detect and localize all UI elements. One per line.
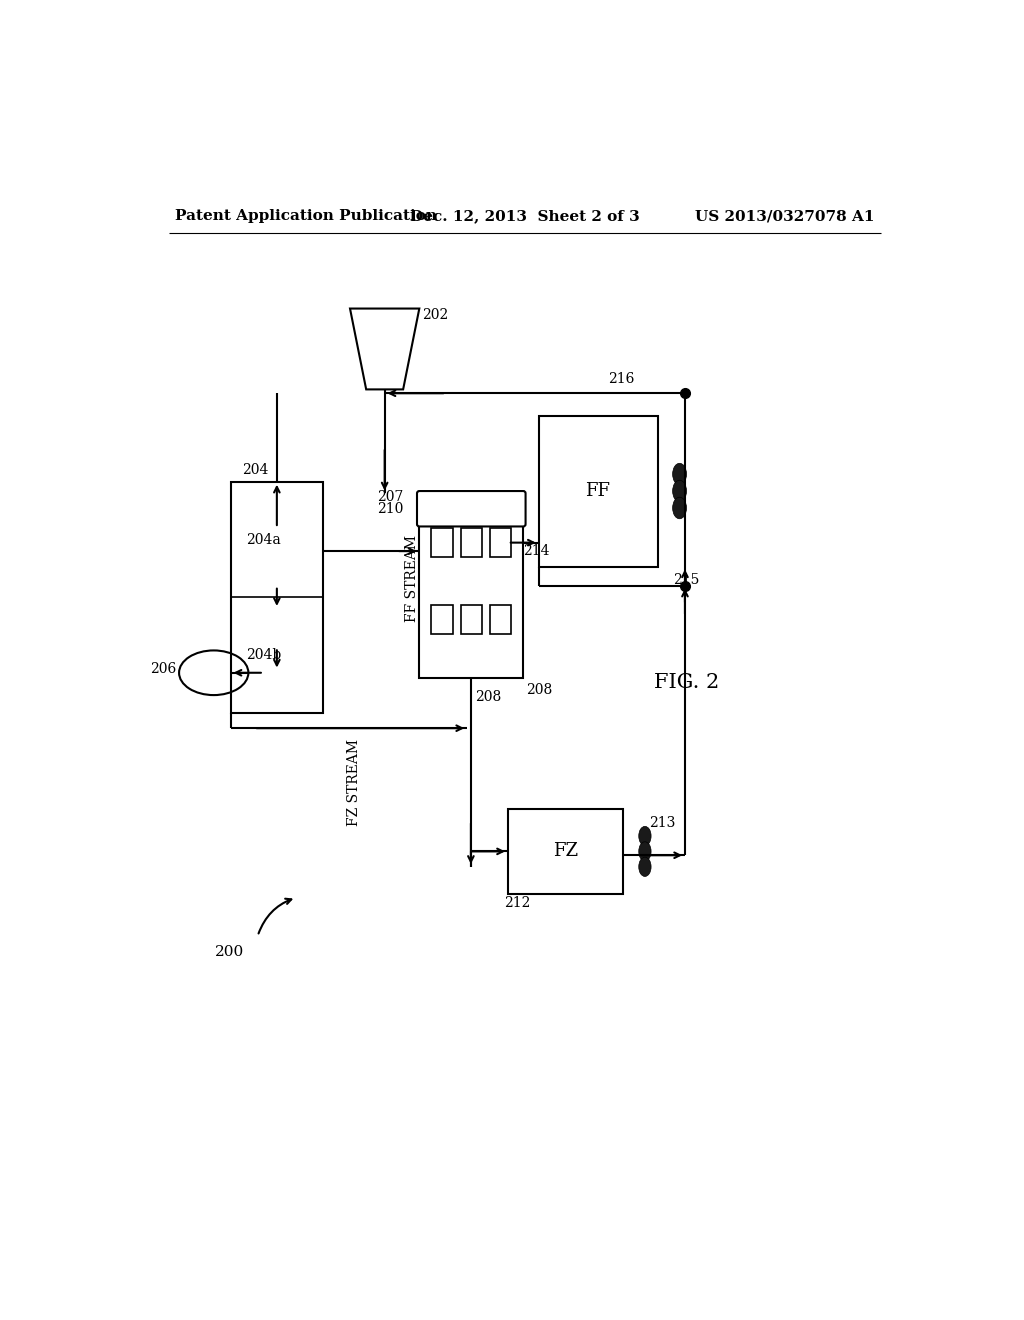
Ellipse shape — [673, 463, 686, 484]
Text: 208: 208 — [526, 682, 553, 697]
Text: FF: FF — [586, 482, 610, 500]
Text: FZ STREAM: FZ STREAM — [347, 739, 360, 825]
Bar — [431, 528, 453, 557]
Text: 200: 200 — [215, 945, 245, 958]
Text: FF STREAM: FF STREAM — [404, 535, 419, 622]
Bar — [508, 809, 624, 894]
Ellipse shape — [639, 857, 651, 876]
Ellipse shape — [639, 826, 651, 846]
Ellipse shape — [673, 498, 686, 519]
Bar — [539, 416, 658, 566]
Bar — [489, 605, 511, 635]
Text: 206: 206 — [150, 661, 176, 676]
Text: 204a: 204a — [246, 532, 281, 546]
Text: 208: 208 — [475, 690, 502, 705]
Text: 216: 216 — [608, 372, 634, 387]
Text: Dec. 12, 2013  Sheet 2 of 3: Dec. 12, 2013 Sheet 2 of 3 — [410, 209, 640, 223]
Ellipse shape — [673, 480, 686, 502]
Text: 207: 207 — [377, 490, 403, 504]
Text: 215: 215 — [674, 573, 699, 587]
Text: 212: 212 — [504, 896, 530, 909]
Text: 202: 202 — [422, 308, 449, 322]
Text: 214: 214 — [523, 544, 550, 558]
Bar — [489, 528, 511, 557]
Text: 210: 210 — [377, 502, 403, 516]
FancyBboxPatch shape — [417, 491, 525, 527]
Text: 204b: 204b — [246, 648, 282, 663]
Text: Patent Application Publication: Patent Application Publication — [175, 209, 437, 223]
Text: 213: 213 — [649, 816, 675, 830]
Bar — [230, 482, 323, 713]
Text: US 2013/0327078 A1: US 2013/0327078 A1 — [695, 209, 874, 223]
Bar — [431, 605, 453, 635]
Text: FZ: FZ — [553, 842, 579, 861]
Text: 204: 204 — [243, 463, 268, 478]
Bar — [419, 494, 523, 678]
Bar — [461, 528, 482, 557]
Ellipse shape — [639, 842, 651, 861]
Bar — [461, 605, 482, 635]
Text: FIG. 2: FIG. 2 — [654, 672, 720, 692]
